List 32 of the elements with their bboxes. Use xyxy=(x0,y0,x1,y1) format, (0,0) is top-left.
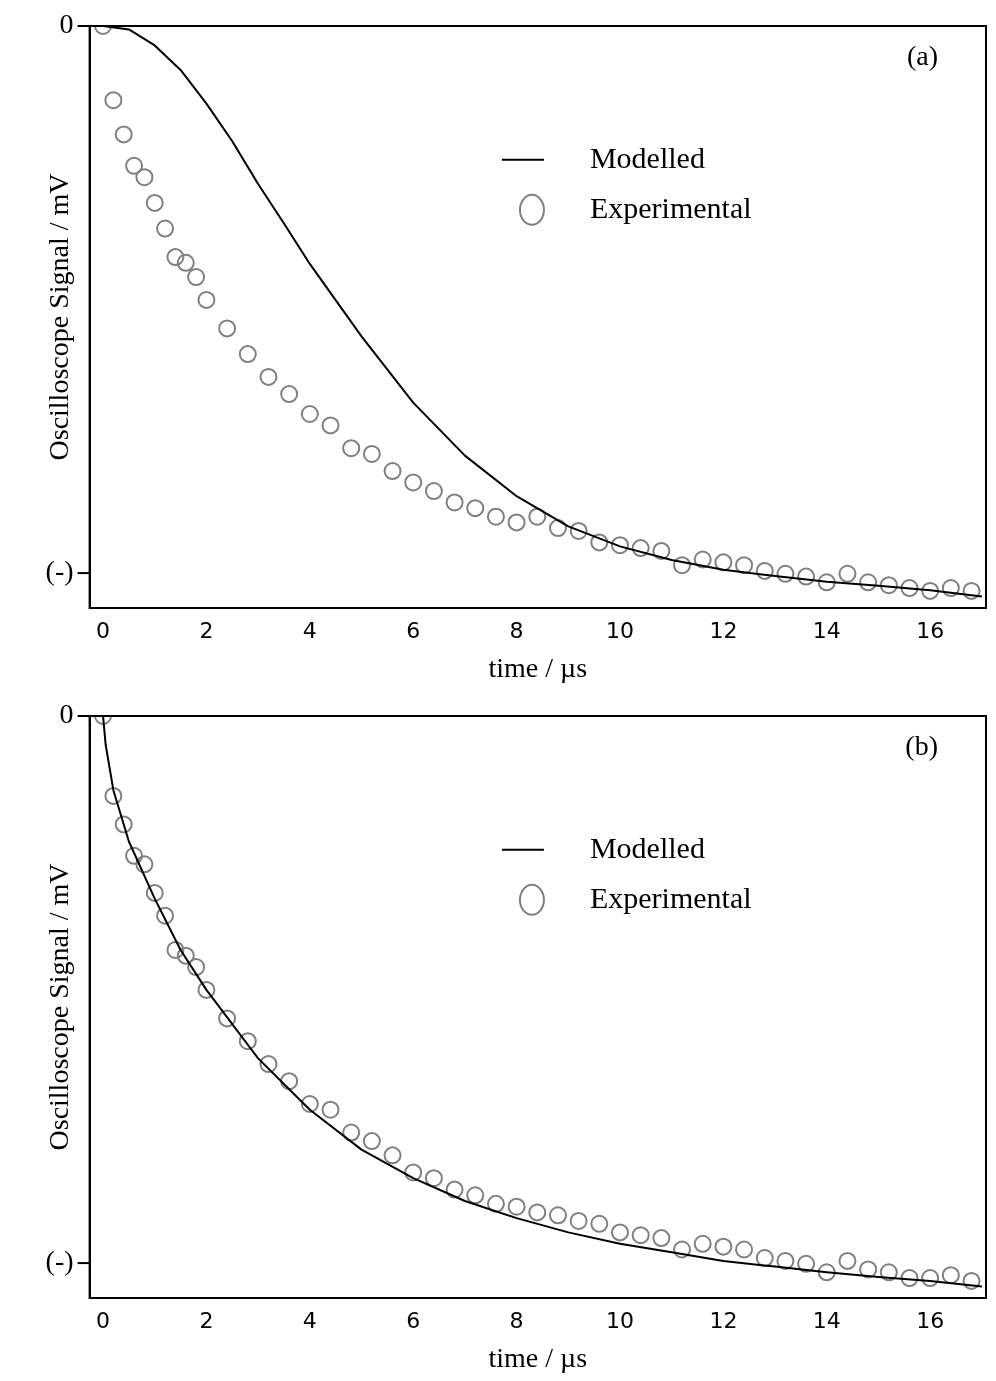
text: (-) xyxy=(45,1245,74,1277)
x-tick-label: 12 xyxy=(709,1307,738,1333)
x-tick-label: 8 xyxy=(509,1307,524,1333)
x-tick-label: 4 xyxy=(302,1307,317,1333)
x-axis-title: time / µs xyxy=(488,1341,588,1373)
x-tick-label: 16 xyxy=(916,617,945,643)
text: 0 xyxy=(59,8,74,40)
x-tick-label: 8 xyxy=(509,617,524,643)
y-axis-title: Oscilloscope Signal / mV xyxy=(43,863,75,1151)
x-tick-label: 0 xyxy=(96,617,111,643)
x-tick-label: 6 xyxy=(406,617,421,643)
text: 0 xyxy=(59,698,74,730)
annotation: (b) xyxy=(905,730,938,762)
x-tick-label: 0 xyxy=(96,1307,111,1333)
x-tick-label: 14 xyxy=(812,617,841,643)
x-tick-label: 6 xyxy=(406,1307,421,1333)
y-axis-title: Oscilloscope Signal / mV xyxy=(43,173,75,461)
x-tick-label: 4 xyxy=(302,617,317,643)
legend-label: Experimental xyxy=(589,190,752,224)
x-tick-label: 16 xyxy=(916,1307,945,1333)
x-tick-label: 2 xyxy=(199,617,214,643)
x-tick-label: 10 xyxy=(606,617,634,643)
legend-label: Modelled xyxy=(589,140,705,174)
x-axis-title: time / µs xyxy=(488,651,588,683)
x-tick-label: 14 xyxy=(812,1307,841,1333)
legend-label: Modelled xyxy=(589,830,705,864)
x-tick-label: 10 xyxy=(606,1307,634,1333)
legend-label: Experimental xyxy=(589,880,752,914)
annotation: (a) xyxy=(906,40,938,72)
x-tick-label: 12 xyxy=(709,617,738,643)
x-tick-label: 2 xyxy=(199,1307,214,1333)
text: (-) xyxy=(45,555,74,587)
